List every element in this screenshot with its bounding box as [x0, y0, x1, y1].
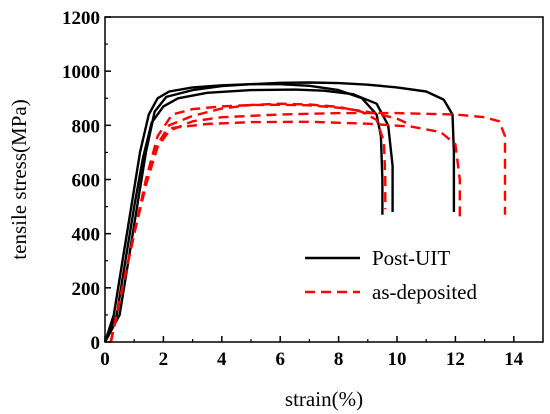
x-axis-label: strain(%) — [285, 387, 363, 411]
y-tick-label: 600 — [72, 171, 101, 192]
x-tick-label: 4 — [217, 349, 227, 370]
series-curve — [103, 81, 456, 343]
y-tick-label: 400 — [72, 225, 101, 246]
series-layer — [103, 81, 507, 343]
x-tick-label: 14 — [504, 349, 524, 370]
legend: Post-UIT as-deposited — [305, 246, 477, 304]
series-as-deposited — [109, 102, 507, 343]
legend-label-post-uit: Post-UIT — [372, 246, 450, 270]
series-curve — [109, 120, 461, 343]
y-axis-label: tensile stress(MPa) — [7, 99, 31, 259]
x-tick-label: 2 — [159, 349, 169, 370]
x-tick-label: 8 — [334, 349, 344, 370]
series-post-uit — [103, 81, 456, 343]
series-curve — [109, 103, 413, 343]
x-tick-label: 10 — [388, 349, 407, 370]
x-tick-label: 12 — [446, 349, 465, 370]
y-tick-label: 1200 — [62, 8, 100, 29]
plot-frame — [104, 16, 544, 343]
series-curve — [109, 102, 387, 343]
ticks-layer: 0 2 4 6 8 10 12 14 0 200 400 600 800 1000 1200 — [62, 8, 524, 370]
legend-label-as-deposited: as-deposited — [372, 280, 477, 304]
x-tick-label: 6 — [275, 349, 285, 370]
x-tick-label: 0 — [100, 349, 110, 370]
series-curve — [103, 88, 394, 343]
y-tick-label: 800 — [72, 116, 101, 137]
series-curve — [109, 111, 507, 343]
y-tick-label: 1000 — [62, 62, 100, 83]
y-tick-label: 0 — [91, 333, 101, 354]
y-tick-label: 200 — [72, 279, 101, 300]
